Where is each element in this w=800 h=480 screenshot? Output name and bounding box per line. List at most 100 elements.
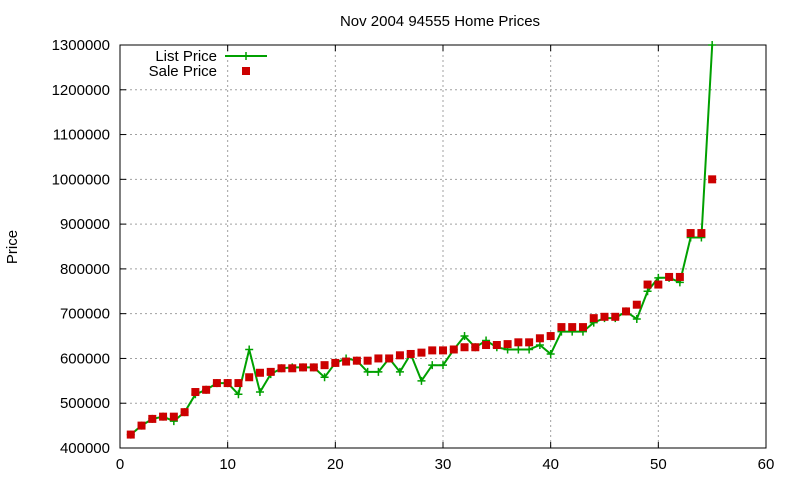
sale-price-point bbox=[309, 363, 318, 372]
list-price-point bbox=[535, 341, 544, 350]
sale-price-point bbox=[234, 379, 243, 388]
sale-price-point bbox=[331, 358, 340, 367]
sale-price-point bbox=[406, 349, 415, 358]
x-tick-label: 30 bbox=[435, 456, 452, 473]
sale-price-point bbox=[352, 356, 361, 365]
sale-price-point bbox=[320, 361, 329, 370]
sale-price-point bbox=[514, 338, 523, 347]
sale-price-point bbox=[460, 343, 469, 352]
sale-price-point bbox=[223, 379, 232, 388]
sale-price-point bbox=[363, 356, 372, 365]
list-price-point bbox=[439, 361, 447, 370]
list-price-point bbox=[395, 367, 404, 376]
legend-swatch-list-price-marker bbox=[242, 52, 250, 60]
sale-price-point bbox=[395, 351, 404, 360]
sale-price-point bbox=[428, 346, 437, 355]
sale-price-point bbox=[686, 229, 695, 238]
sale-price-point bbox=[449, 345, 458, 354]
list-price-point bbox=[460, 332, 469, 341]
y-tick-label: 1100000 bbox=[53, 127, 110, 144]
sale-price-point bbox=[148, 414, 157, 423]
x-tick-label: 50 bbox=[650, 456, 667, 473]
x-tick-label: 10 bbox=[219, 456, 236, 473]
legend-swatches bbox=[225, 52, 267, 75]
legend-label-sale-price: Sale Price bbox=[149, 63, 217, 80]
x-tick-label: 0 bbox=[116, 456, 124, 473]
sale-price-point bbox=[632, 300, 641, 309]
legend-label-list-price: List Price bbox=[155, 48, 217, 65]
sale-price-point bbox=[245, 373, 254, 382]
list-price-point bbox=[643, 287, 652, 296]
list-price-point bbox=[363, 367, 372, 376]
sale-price-point bbox=[342, 357, 351, 366]
sale-price-point bbox=[180, 408, 189, 417]
list-price-point bbox=[428, 361, 437, 370]
sale-price-point bbox=[503, 340, 512, 349]
list-price-point bbox=[417, 376, 426, 385]
sale-price-point bbox=[622, 307, 631, 316]
sale-price-point bbox=[212, 379, 221, 388]
y-tick-label: 1200000 bbox=[52, 82, 110, 99]
y-tick-label: 400000 bbox=[60, 440, 110, 457]
sale-price-point bbox=[708, 175, 717, 184]
y-tick-label: 1300000 bbox=[52, 37, 110, 54]
sale-price-point bbox=[643, 280, 652, 289]
sale-price-point bbox=[535, 334, 544, 343]
sale-price-point bbox=[471, 343, 480, 352]
sale-price-point bbox=[277, 364, 286, 373]
list-price-point bbox=[514, 345, 523, 354]
y-tick-label: 800000 bbox=[60, 261, 110, 278]
series-layer bbox=[126, 41, 717, 439]
list-price-point bbox=[546, 349, 555, 358]
sale-price-point bbox=[589, 314, 598, 323]
sale-price-point bbox=[374, 354, 383, 363]
sale-price-point bbox=[697, 229, 706, 238]
list-price-point bbox=[654, 273, 663, 282]
sale-price-point bbox=[417, 348, 426, 357]
sale-price-point bbox=[159, 412, 168, 421]
list-price-point bbox=[234, 390, 243, 399]
chart-title: Nov 2004 94555 Home Prices bbox=[340, 13, 540, 30]
y-tick-label: 600000 bbox=[60, 350, 110, 367]
list-price-point bbox=[525, 345, 534, 354]
sale-price-point bbox=[525, 338, 534, 347]
sale-price-point bbox=[675, 272, 684, 281]
sale-price-point bbox=[202, 385, 211, 394]
sale-price-point bbox=[255, 368, 264, 377]
legend: List Price Sale Price bbox=[149, 48, 267, 80]
sale-price-point bbox=[654, 280, 663, 289]
y-tick-label: 500000 bbox=[60, 395, 110, 412]
tick-layer: 0 10 20 30 40 50 60 400000 500000 600000 700000 800… bbox=[52, 37, 775, 473]
sale-price-point bbox=[557, 323, 566, 332]
list-price-point bbox=[708, 41, 717, 49]
y-axis-label: Price bbox=[4, 230, 21, 264]
grid-layer bbox=[120, 45, 766, 448]
sale-price-point bbox=[600, 312, 609, 321]
x-tick-label: 20 bbox=[327, 456, 344, 473]
sale-price-point bbox=[169, 412, 178, 421]
list-price-point bbox=[320, 373, 329, 382]
list-price-point bbox=[255, 388, 264, 397]
sale-price-point bbox=[126, 430, 135, 439]
sale-price-point bbox=[266, 367, 275, 376]
sale-price-point bbox=[665, 272, 674, 281]
sale-price-point bbox=[611, 312, 620, 321]
list-price-line bbox=[130, 44, 714, 436]
legend-swatch-sale-price bbox=[242, 67, 250, 75]
sale-price-point bbox=[299, 363, 308, 372]
sale-price-point bbox=[288, 364, 297, 373]
x-tick-label: 60 bbox=[758, 456, 775, 473]
sale-price-point bbox=[546, 332, 555, 341]
sale-price-point bbox=[385, 354, 394, 363]
list-price-point bbox=[245, 345, 254, 354]
sale-price-point bbox=[578, 323, 587, 332]
sale-price-point bbox=[482, 341, 491, 350]
sale-price-point bbox=[191, 388, 200, 397]
y-tick-label: 900000 bbox=[60, 216, 110, 233]
x-tick-label: 40 bbox=[542, 456, 559, 473]
sale-price-point bbox=[492, 341, 501, 350]
sale-price-point bbox=[137, 421, 146, 430]
y-tick-label: 700000 bbox=[60, 306, 110, 323]
